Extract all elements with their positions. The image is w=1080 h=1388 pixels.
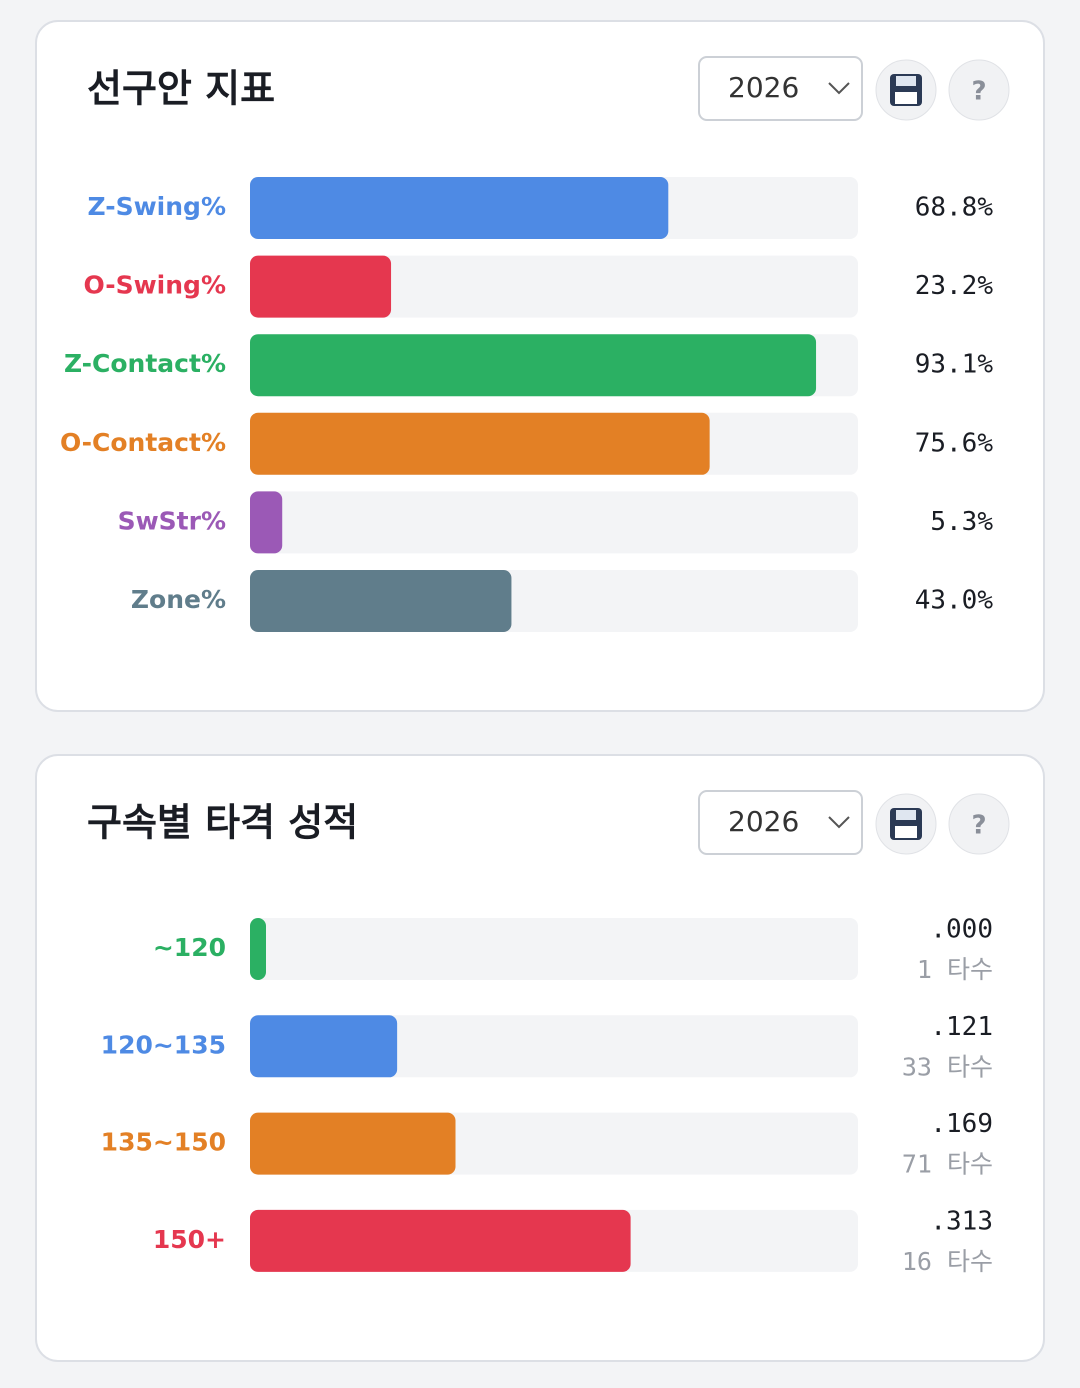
year-select-value[interactable]: 2026 [728,805,799,838]
value-label: 68.8% [915,193,994,223]
value-label: .169 [930,1109,993,1139]
at-bats-label: 71 타수 [902,1150,993,1179]
help-icon[interactable]: ? [971,77,986,107]
year-select[interactable] [698,790,863,855]
save-icon-slot [895,92,917,104]
at-bats-label: 33 타수 [902,1052,993,1081]
category-label: O-Swing% [83,271,226,300]
category-label: Zone% [131,585,226,614]
value-label: .000 [930,915,993,945]
card-title: 선구안 지표 [87,67,275,111]
value-label: 75.6% [915,428,994,458]
year-select-value[interactable]: 2026 [728,71,799,104]
save-icon-slot [895,826,917,838]
category-label: ~120 [153,933,226,962]
card-title: 구속별 타격 성적 [87,801,358,845]
category-label: Z-Contact% [64,349,226,378]
category-label: SwStr% [118,506,226,535]
value-label: 93.1% [915,350,994,380]
chevron [828,816,850,829]
value-label: .313 [930,1206,993,1236]
bar-track [250,255,858,318]
bar [250,1209,631,1272]
bar [250,491,283,554]
help-icon[interactable]: ? [971,811,986,841]
bar [250,918,266,980]
value-label: 5.3% [930,507,993,537]
bar [250,412,710,475]
save-icon-label [896,810,916,820]
category-label: 135~150 [101,1128,226,1157]
bar [250,1015,398,1078]
bar-track [250,491,858,554]
at-bats-label: 1 타수 [917,955,993,984]
value-label: 23.2% [915,271,994,301]
bar [250,570,512,632]
chevron [828,82,850,95]
bar-track [250,1015,858,1078]
save-icon-label [896,76,916,86]
bar [250,334,817,397]
category-label: 120~135 [101,1030,226,1059]
bar-track [250,918,858,980]
bar [250,1112,456,1175]
value-label: .121 [930,1012,993,1042]
value-label: 43.0% [915,586,994,616]
bar [250,177,669,239]
category-label: O-Contact% [60,428,226,457]
help-button[interactable] [948,59,1010,121]
year-select[interactable] [698,56,863,121]
bar [250,255,392,318]
category-label: 150+ [153,1225,226,1254]
at-bats-label: 16 타수 [902,1247,993,1276]
help-button[interactable] [948,793,1010,855]
category-label: Z-Swing% [88,192,226,221]
